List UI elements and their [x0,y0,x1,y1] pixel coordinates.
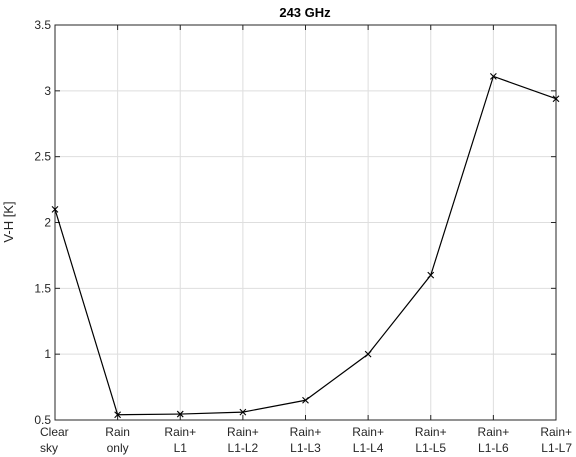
x-tick-label: L1-L3 [290,441,321,455]
x-tick-label: Rain+ [352,425,384,439]
y-axis-ticks: 0.5 1 1.5 2 2.5 3 3.5 [34,18,556,427]
data-point-marker [427,271,435,279]
marker-stroke [427,271,435,279]
marker-stroke [51,205,59,213]
x-tick-label: L1-L6 [478,441,509,455]
data-point-marker [114,411,122,419]
marker-stroke [552,95,560,103]
x-tick-label: L1-L5 [415,441,446,455]
chart-title: 243 GHz [279,5,331,20]
data-point-marker [51,205,59,213]
x-tick-label: Rain+ [540,425,572,439]
data-point-marker [489,72,497,80]
series-v-h [51,72,560,419]
marker-stroke [176,410,184,418]
data-point-marker [302,396,309,404]
data-point-marker [552,95,560,103]
marker-stroke [489,72,497,80]
marker-stroke [239,408,247,416]
marker-stroke [114,411,122,419]
data-point-marker [239,408,247,416]
y-tick-label: 1.5 [34,281,51,295]
y-tick-label: 2 [44,216,51,230]
x-tick-label: L1 [174,441,188,455]
y-tick-label: 1 [44,347,51,361]
x-axis-ticks: Clear sky Rain only Rain+ L1 Rain+ L1-L2 Rain+ L1… [40,25,572,455]
x-tick-label: Clear [40,425,69,439]
marker-stroke [302,396,309,404]
y-tick-label: 3 [44,84,51,98]
x-tick-label: Rain+ [164,425,196,439]
data-point-marker [176,410,184,418]
x-tick-label: L1-L2 [228,441,259,455]
x-tick-label: Rain [105,425,130,439]
x-tick-label: L1-L7 [541,441,572,455]
x-tick-label: Rain+ [290,425,322,439]
x-tick-label: Rain+ [415,425,447,439]
y-axis-label: V-H [K] [1,201,16,242]
x-tick-label: sky [40,441,58,455]
y-tick-label: 0.5 [34,413,51,427]
marker-stroke [364,350,372,358]
x-tick-label: only [107,441,129,455]
grid-lines [55,25,556,420]
x-tick-label: Rain+ [227,425,259,439]
x-tick-label: Rain+ [478,425,510,439]
data-point-marker [364,350,372,358]
y-tick-label: 2.5 [34,150,51,164]
y-tick-label: 3.5 [34,18,51,32]
x-tick-label: L1-L4 [353,441,384,455]
